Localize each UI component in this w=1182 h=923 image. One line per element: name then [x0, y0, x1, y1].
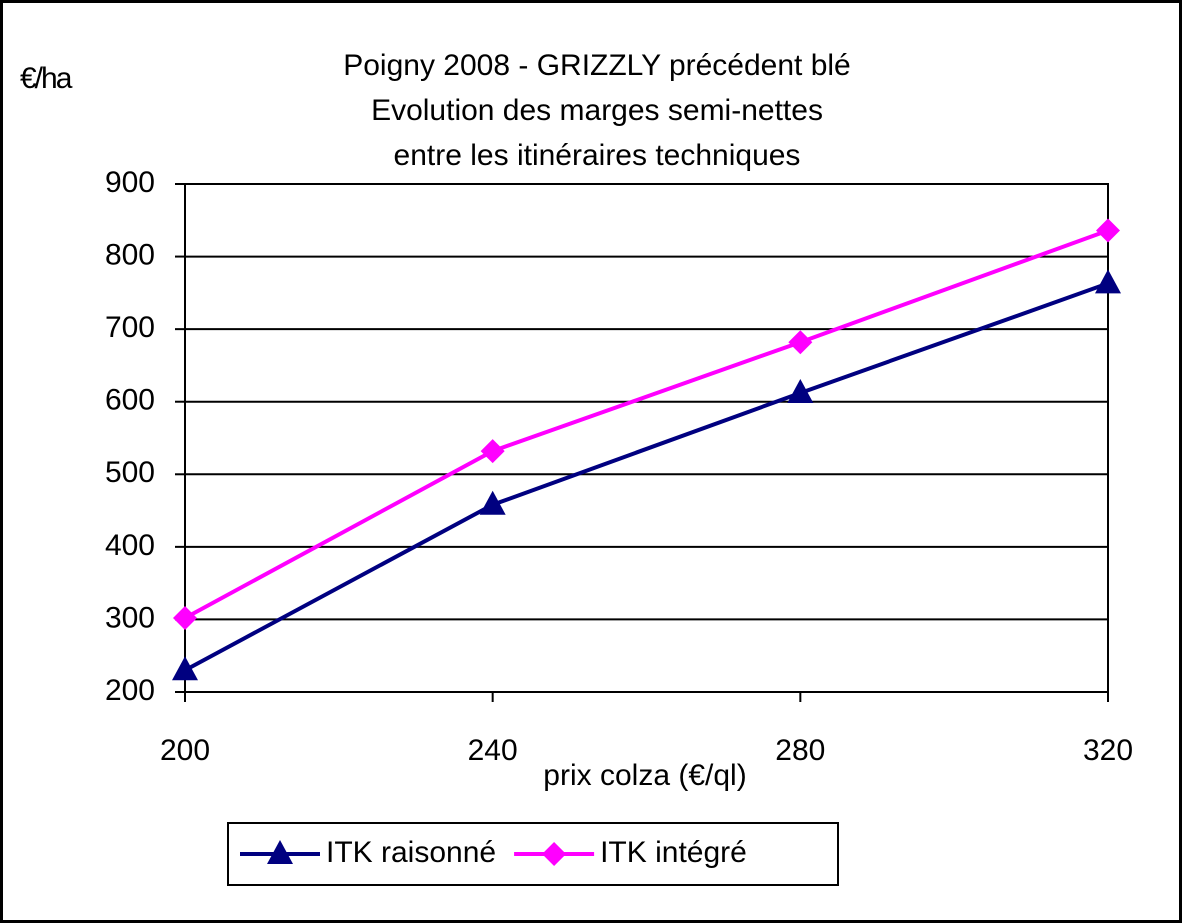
x-axis-label: prix colza (€/ql): [543, 759, 746, 792]
marker: [1096, 218, 1120, 243]
y-tick-label: 900: [105, 166, 155, 199]
marker: [542, 842, 567, 866]
y-tick-label: 500: [105, 456, 155, 489]
marker: [788, 330, 813, 355]
marker: [480, 439, 505, 464]
marker: [787, 379, 814, 404]
y-tick-label: 400: [105, 529, 155, 562]
chart-title: Poigny 2008 - GRIZZLY précédent blé: [343, 49, 851, 82]
y-axis-label: €/ha: [20, 62, 73, 95]
marker: [172, 656, 198, 681]
series-line: [184, 281, 1109, 672]
chart-title: Evolution des marges semi-nettes: [371, 94, 823, 127]
series-line: [184, 228, 1109, 620]
y-tick-label: 700: [105, 311, 155, 344]
x-tick-label: 240: [468, 734, 518, 767]
x-tick-label: 200: [160, 734, 210, 767]
x-tick-label: 320: [1083, 734, 1133, 767]
y-tick-label: 800: [105, 238, 155, 271]
plot-area: [184, 183, 1109, 693]
y-tick-label: 300: [105, 601, 155, 634]
marker: [173, 605, 197, 630]
chart-title: entre les itinéraires techniques: [394, 139, 801, 172]
y-tick-label: 600: [105, 384, 155, 417]
y-tick-label: 200: [105, 674, 155, 707]
x-tick-label: 280: [775, 734, 825, 767]
marker: [1095, 269, 1121, 294]
legend-label: ITK intégré: [600, 836, 747, 869]
marker: [267, 840, 293, 864]
marker: [479, 490, 506, 515]
legend-label: ITK raisonné: [326, 836, 496, 869]
